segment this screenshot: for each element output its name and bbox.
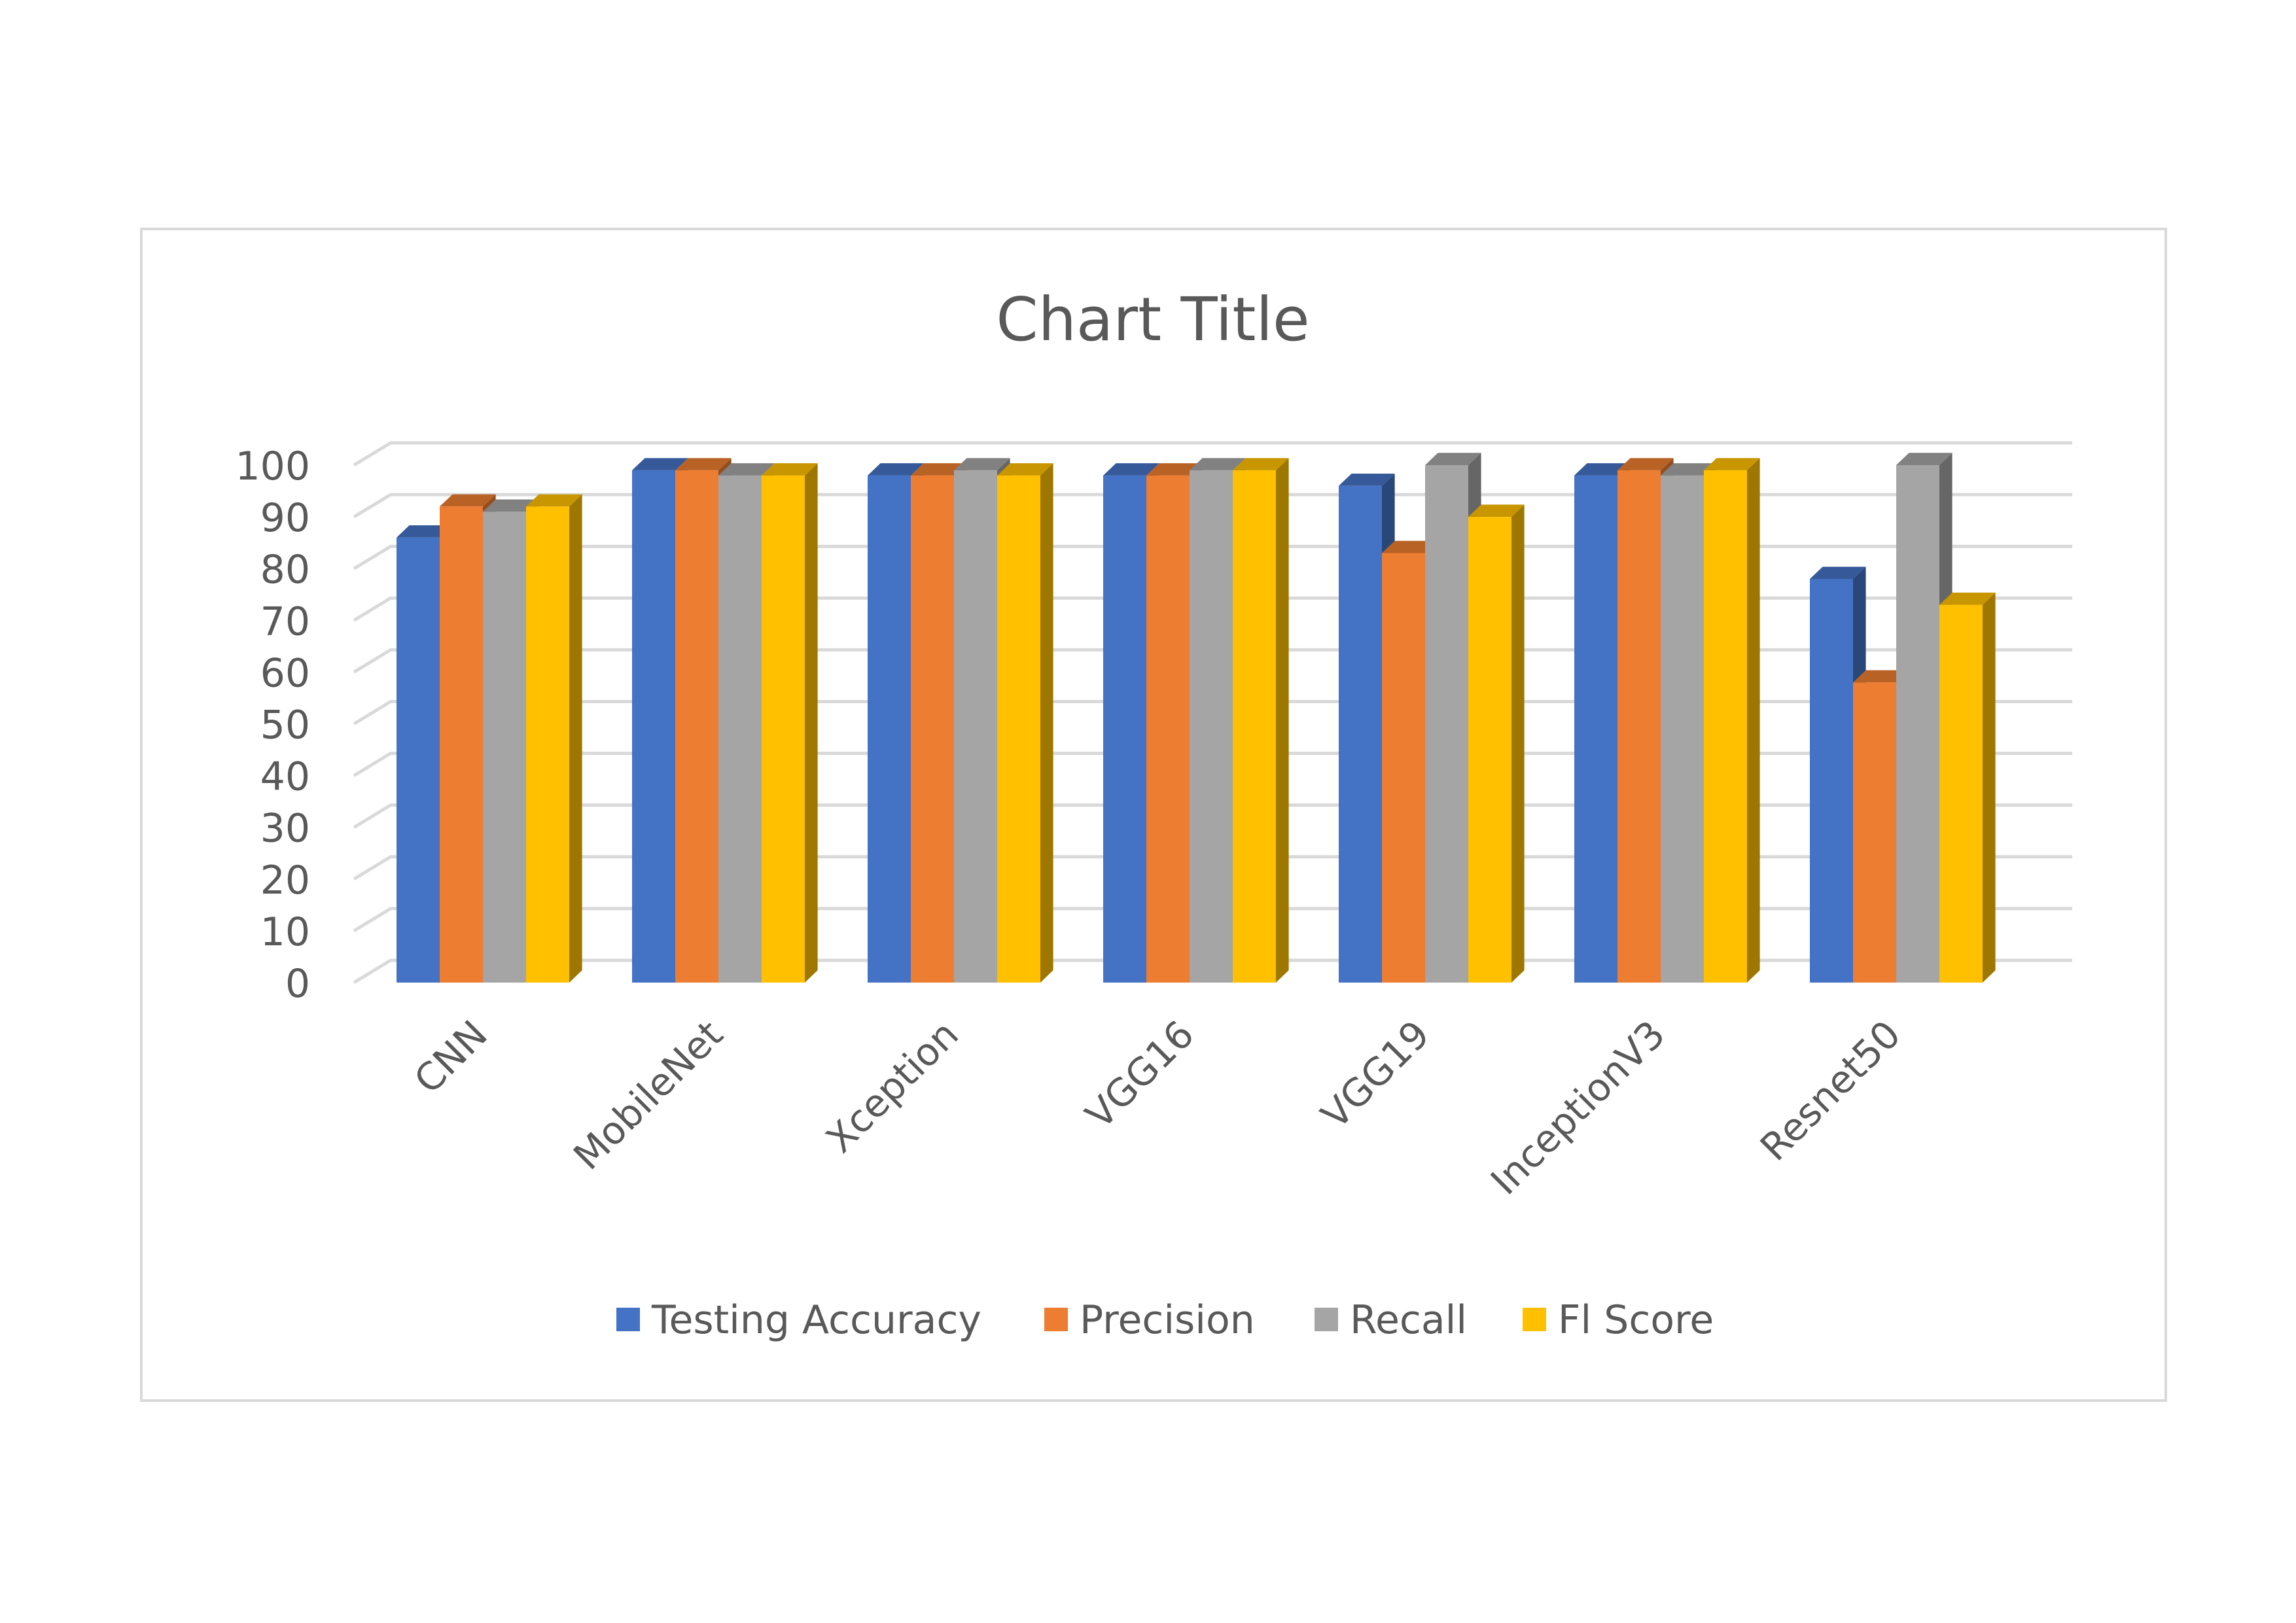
x-category-label: MobileNet <box>565 1012 732 1179</box>
legend-item: Fl Score <box>1523 1297 1714 1343</box>
y-axis-ticks: 0 10 20 30 40 50 60 70 80 90 100 <box>235 444 310 1007</box>
x-category-label: Xception <box>817 1012 967 1162</box>
legend: Testing Accuracy Precision Recall Fl Score <box>616 1297 1714 1343</box>
y-tick-label: 80 <box>260 547 310 593</box>
legend-item: Recall <box>1315 1297 1467 1343</box>
chart-title: Chart Title <box>996 285 1309 355</box>
legend-item: Testing Accuracy <box>616 1297 981 1343</box>
y-tick-label: 10 <box>260 909 310 955</box>
bar <box>1704 458 1760 983</box>
bar <box>1233 458 1289 983</box>
y-tick-label: 30 <box>260 806 310 852</box>
y-tick-label: 0 <box>285 961 310 1007</box>
gridline <box>353 493 2072 519</box>
y-tick-label: 60 <box>260 650 310 696</box>
x-category-label: VGG16 <box>1077 1012 1203 1138</box>
legend-label: Testing Accuracy <box>651 1297 981 1343</box>
x-axis-categories: CNN MobileNet Xception VGG16 VGG19 InceptionV… <box>406 1012 1909 1204</box>
legend-swatch <box>1523 1308 1546 1331</box>
x-category-label: CNN <box>406 1012 496 1102</box>
bar <box>1468 504 1525 983</box>
x-category-label: Resnet50 <box>1752 1012 1909 1170</box>
y-tick-label: 70 <box>260 599 310 644</box>
bars <box>397 453 1996 983</box>
x-category-label: InceptionV3 <box>1482 1012 1674 1204</box>
legend-swatch <box>616 1308 640 1331</box>
legend-swatch <box>1044 1308 1068 1331</box>
y-tick-label: 100 <box>235 444 310 489</box>
gridline <box>353 441 2072 467</box>
y-tick-label: 20 <box>260 858 310 903</box>
legend-label: Recall <box>1350 1297 1467 1343</box>
y-tick-label: 40 <box>260 754 310 800</box>
x-category-label: VGG19 <box>1313 1012 1438 1138</box>
legend-label: Precision <box>1080 1297 1255 1343</box>
bar <box>762 463 818 983</box>
legend-swatch <box>1315 1308 1338 1331</box>
bar <box>1939 592 1996 983</box>
legend-label: Fl Score <box>1558 1297 1714 1343</box>
y-tick-label: 50 <box>260 703 310 748</box>
legend-item: Precision <box>1044 1297 1255 1343</box>
bar <box>526 494 582 983</box>
y-tick-label: 90 <box>260 495 310 541</box>
bar <box>997 463 1053 983</box>
